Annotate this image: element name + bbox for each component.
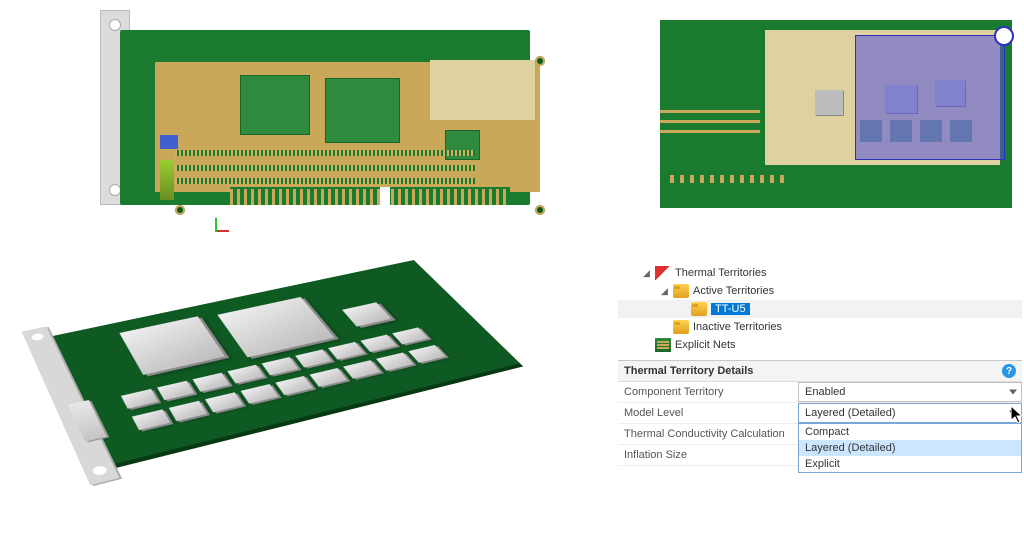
spacer	[660, 323, 669, 332]
territory-selection-box[interactable]	[855, 35, 1005, 160]
ic-chip	[240, 75, 310, 135]
trace	[660, 110, 760, 113]
outline-tree[interactable]: ◢ Thermal Territories ◢ Active Territori…	[618, 262, 1022, 360]
pcb-top-view	[100, 10, 550, 210]
details-header: Thermal Territory Details ?	[618, 361, 1022, 382]
via-row	[670, 175, 790, 183]
model-level-select[interactable]: Layered (Detailed)	[798, 403, 1022, 423]
chevron-down-icon	[1009, 390, 1017, 395]
nets-icon	[655, 338, 671, 352]
spacer	[678, 305, 687, 314]
edge-notch	[380, 187, 390, 205]
prop-label: Inflation Size	[618, 445, 798, 465]
expand-icon[interactable]: ◢	[660, 287, 669, 296]
tree-item-tt-u5[interactable]: TT-U5	[618, 300, 1022, 318]
ic-chip	[815, 90, 843, 115]
tree-item-inactive-territories[interactable]: Inactive Territories	[618, 318, 1022, 336]
board-outline	[120, 30, 530, 205]
prop-row-component-territory: Component Territory Enabled	[618, 382, 1022, 403]
folder-icon	[673, 320, 689, 334]
tree-label: Explicit Nets	[675, 339, 736, 351]
ic-chip	[325, 78, 400, 143]
corner-region	[430, 60, 535, 120]
io-connector	[160, 135, 178, 149]
bracket-hole	[31, 333, 45, 341]
bracket-hole	[91, 465, 108, 477]
spacer	[642, 341, 651, 350]
tree-label: Thermal Territories	[675, 267, 767, 279]
tree-item-thermal-territories[interactable]: ◢ Thermal Territories	[618, 264, 1022, 282]
pin-row	[175, 165, 475, 171]
prop-label: Model Level	[618, 403, 798, 423]
help-icon[interactable]: ?	[1002, 364, 1016, 378]
trace	[660, 130, 760, 133]
selection-handle[interactable]	[994, 26, 1014, 46]
option-compact[interactable]: Compact	[799, 424, 1021, 440]
pin-row	[175, 150, 475, 156]
component-territory-select[interactable]: Enabled	[798, 382, 1022, 402]
folder-icon	[673, 284, 689, 298]
details-panel: Thermal Territory Details ? Component Te…	[618, 360, 1022, 466]
pin-row	[175, 178, 475, 184]
pcb-isometric-view	[20, 210, 490, 530]
mounting-hole	[535, 56, 545, 66]
tree-label: Inactive Territories	[693, 321, 782, 333]
select-value: Enabled	[805, 386, 845, 398]
prop-label: Component Territory	[618, 382, 798, 402]
edge-connector	[230, 187, 510, 205]
details-title: Thermal Territory Details	[624, 365, 753, 377]
io-connector	[160, 160, 174, 200]
trace	[660, 120, 760, 123]
pcb-detail-view	[660, 20, 1012, 208]
tree-label: TT-U5	[711, 303, 750, 315]
tree-item-active-territories[interactable]: ◢ Active Territories	[618, 282, 1022, 300]
option-explicit[interactable]: Explicit	[799, 456, 1021, 472]
prop-label: Thermal Conductivity Calculation	[618, 424, 798, 444]
option-layered-detailed[interactable]: Layered (Detailed)	[799, 440, 1021, 456]
tree-label: Active Territories	[693, 285, 774, 297]
tree-item-explicit-nets[interactable]: Explicit Nets	[618, 336, 1022, 354]
territories-icon	[655, 266, 671, 280]
prop-row-model-level: Model Level Layered (Detailed) Compact L…	[618, 403, 1022, 424]
cursor-icon	[1011, 406, 1023, 424]
properties-panel: ◢ Thermal Territories ◢ Active Territori…	[618, 262, 1022, 466]
territory-icon	[691, 302, 707, 316]
mounting-hole	[535, 205, 545, 215]
model-level-dropdown[interactable]: Compact Layered (Detailed) Explicit	[798, 423, 1022, 473]
expand-icon[interactable]: ◢	[642, 269, 651, 278]
select-value: Layered (Detailed)	[805, 407, 896, 419]
